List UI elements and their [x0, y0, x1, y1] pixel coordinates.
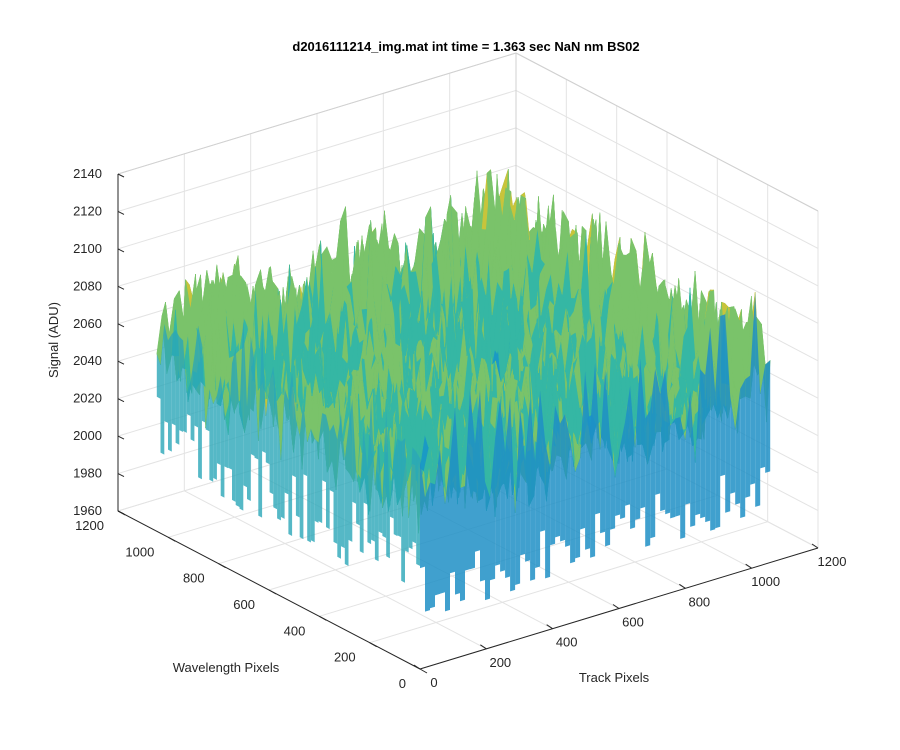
surface-skirt-front	[560, 414, 566, 542]
surface-skirt-front	[470, 388, 475, 570]
surface-skirt-front	[490, 439, 496, 581]
surface-skirt-front	[550, 405, 556, 546]
surface-skirt-front	[540, 390, 546, 532]
surface-skirt-front	[635, 358, 641, 520]
surface-skirt-front	[450, 407, 455, 574]
surface-skirt-front	[595, 362, 601, 515]
surface-skirt-front	[580, 371, 586, 530]
surface-skirt-front	[555, 405, 561, 538]
surface-skirt-front	[530, 399, 536, 581]
box-edge	[515, 52, 819, 212]
surface-skirt-front	[510, 397, 516, 592]
surface-skirt-front	[505, 397, 511, 578]
surface-skirt-front	[420, 458, 425, 569]
surface-skirt-front	[535, 390, 541, 568]
surface-skirt-front	[525, 399, 531, 562]
grid-line-y-floor	[369, 521, 768, 644]
surface-skirt-front	[515, 408, 521, 585]
surface-skirt-front	[600, 369, 606, 534]
surface-skirt-front	[615, 446, 621, 516]
chart-title: d2016111214_img.mat int time = 1.363 sec…	[292, 39, 639, 54]
surface-skirt-front	[455, 407, 460, 595]
surface-skirt-front	[585, 371, 591, 550]
surface-skirt-front	[460, 486, 465, 602]
surface-skirt-front	[565, 414, 571, 547]
surface-skirt-front	[610, 438, 616, 530]
surface-skirt-front	[500, 398, 506, 572]
surface-patch	[501, 187, 512, 241]
surface-skirt-front	[575, 457, 581, 559]
surface-skirt-front	[640, 358, 646, 509]
surface-skirt-front	[445, 461, 450, 612]
surface-skirt-front	[520, 408, 526, 556]
surface-skirt-front	[545, 441, 551, 579]
surface-mesh	[156, 168, 771, 612]
surface-skirt-front	[590, 362, 596, 558]
surface-skirt-front	[570, 439, 576, 564]
surface-skirt-front	[475, 389, 480, 552]
surface-skirt-front	[435, 449, 440, 596]
surface-skirt-front	[425, 482, 430, 612]
surface-skirt-front	[440, 449, 445, 594]
box-edge	[117, 52, 517, 175]
surface-skirt-front	[485, 481, 490, 601]
surface-skirt-front	[495, 398, 501, 566]
surface-skirt-front	[630, 386, 636, 529]
surface-skirt-front	[625, 386, 631, 506]
surface-skirt-front	[605, 369, 611, 547]
surface-skirt-front	[465, 388, 470, 571]
surface-skirt-front	[620, 421, 626, 519]
surface-skirt-front	[430, 482, 435, 609]
surface-skirt-front	[480, 389, 485, 582]
